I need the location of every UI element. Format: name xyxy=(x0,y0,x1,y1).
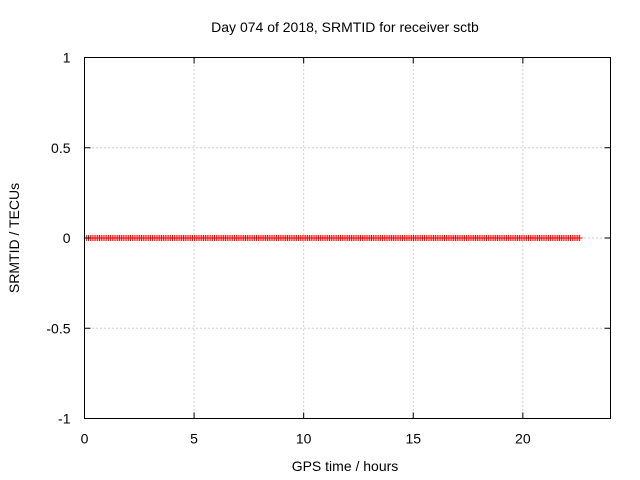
y-axis-label: SRMTID / TECUs xyxy=(6,183,22,293)
x-tick-label: 0 xyxy=(81,431,89,447)
chart-title: Day 074 of 2018, SRMTID for receiver sct… xyxy=(211,19,479,35)
data-point xyxy=(576,235,583,241)
x-tick-label: 10 xyxy=(296,431,312,447)
y-tick-label: -0.5 xyxy=(46,320,70,336)
y-tick-label: 0.5 xyxy=(51,140,71,156)
x-tick-label: 5 xyxy=(190,431,198,447)
x-axis-label: GPS time / hours xyxy=(292,458,399,474)
y-tick-label: 0 xyxy=(63,230,71,246)
data-points xyxy=(83,235,583,241)
x-tick-label: 15 xyxy=(405,431,421,447)
x-tick-label: 20 xyxy=(515,431,531,447)
tick-labels: 0 5 10 15 20 -1 -0.5 0 0.5 1 xyxy=(46,50,530,447)
y-tick-label: 1 xyxy=(63,50,71,66)
plot-frame xyxy=(84,57,611,419)
y-tick-label: -1 xyxy=(58,411,71,427)
